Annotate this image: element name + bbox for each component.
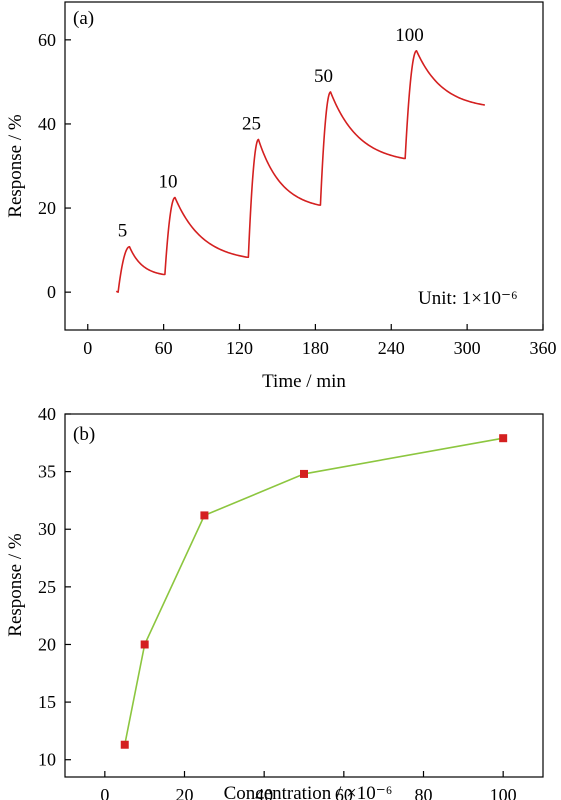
panel-a-x-tick-label: 0 — [83, 338, 92, 358]
panel-b-y-tick-label: 20 — [38, 634, 56, 654]
panel-a-response-vs-time: (a) Unit: 1×10⁻⁶ Time / min Response / %… — [5, 1, 557, 392]
response-time-curve — [115, 49, 485, 293]
pulse-label-100: 100 — [395, 25, 424, 46]
data-point-100 — [499, 434, 508, 443]
panel-a-y-tick-label: 20 — [38, 198, 56, 218]
panel-b-label: (b) — [73, 424, 95, 445]
panel-b-x-tick-label: 20 — [176, 785, 194, 800]
data-point-25 — [200, 511, 209, 520]
pulse-label-5: 5 — [118, 221, 128, 242]
panel-b-frame — [64, 413, 544, 778]
data-point-50 — [300, 469, 308, 478]
data-point-10 — [140, 640, 149, 649]
panel-a-x-tick-label: 60 — [155, 338, 173, 358]
panel-b-x-tick-label: 100 — [490, 785, 517, 800]
panel-b-x-tick-label: 0 — [100, 785, 109, 800]
panel-b-y-tick-label: 10 — [38, 750, 56, 770]
pulse-label-50: 50 — [314, 66, 333, 87]
panel-a-x-tick-label: 120 — [226, 338, 253, 358]
panel-b-y-tick-label: 35 — [38, 462, 56, 482]
panel-b-x-axis-label: Concentration / ×10⁻⁶ — [224, 783, 393, 800]
panel-b-y-tick-label: 25 — [38, 577, 56, 597]
panel-b-y-tick-label: 30 — [38, 519, 56, 539]
panel-a-x-tick-label: 360 — [530, 338, 557, 358]
panel-a-x-tick-label: 240 — [378, 338, 405, 358]
panel-a-y-axis-label: Response / % — [5, 114, 26, 218]
panel-b-y-axis-label: Response / % — [5, 533, 26, 637]
panel-b-response-vs-concentration: (b) Concentration / ×10⁻⁶ Response / % 0… — [5, 404, 544, 800]
panel-a-frame — [64, 1, 544, 331]
panel-b-x-tick-label: 40 — [255, 785, 273, 800]
pulse-label-10: 10 — [159, 172, 178, 193]
data-point-5 — [120, 740, 129, 749]
panel-a-x-tick-label: 180 — [302, 338, 329, 358]
pulse-label-25: 25 — [242, 114, 261, 135]
response-concentration-line — [123, 437, 504, 745]
panel-b-x-tick-label: 80 — [415, 785, 433, 800]
panel-a-x-axis-label: Time / min — [262, 371, 346, 392]
panel-b-y-tick-label: 40 — [38, 404, 56, 424]
panel-a-label: (a) — [73, 8, 94, 29]
panel-b-y-tick-label: 15 — [38, 692, 56, 712]
panel-b-x-tick-label: 60 — [335, 785, 353, 800]
panel-a-unit-note: Unit: 1×10⁻⁶ — [418, 288, 518, 309]
panel-a-x-tick-label: 300 — [454, 338, 481, 358]
panel-a-y-tick-label: 0 — [47, 282, 56, 302]
panel-a-y-tick-label: 60 — [38, 30, 56, 50]
panel-a-y-tick-label: 40 — [38, 114, 56, 134]
